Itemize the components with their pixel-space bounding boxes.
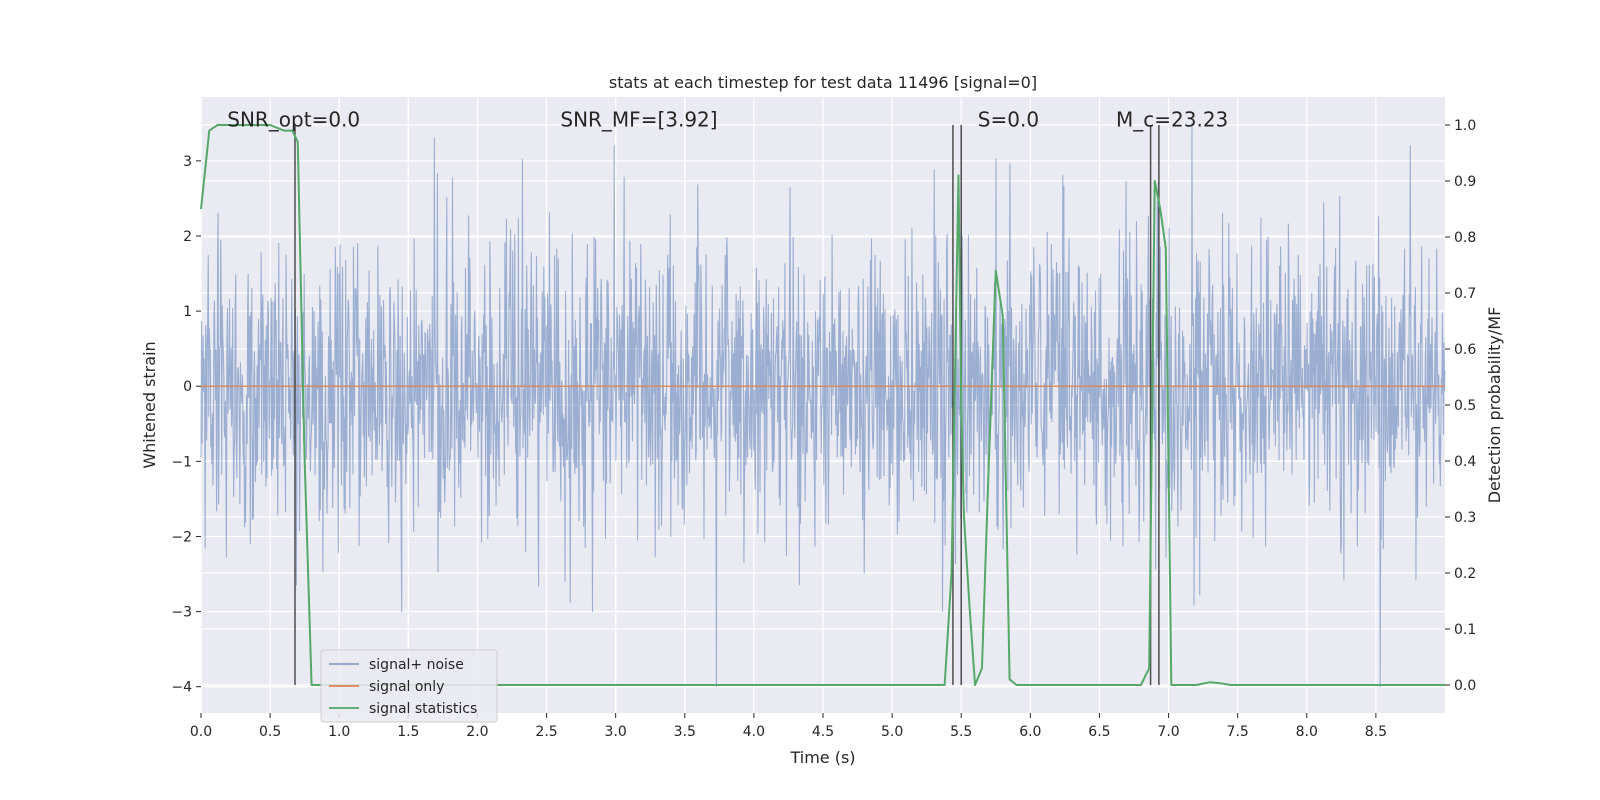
legend-label-1: signal only [369, 679, 444, 695]
annotation-2: S=0.0 [978, 108, 1039, 132]
y-tick-label-2: −2 [171, 529, 192, 545]
y2-tick-label-0: 0.0 [1454, 678, 1476, 694]
x-tick-label-2: 1.0 [328, 724, 350, 740]
y-tick-label-7: 3 [183, 154, 192, 170]
x-tick-label-11: 5.5 [950, 724, 972, 740]
x-tick-label-10: 5.0 [881, 724, 903, 740]
x-tick-label-14: 7.0 [1157, 724, 1179, 740]
x-tick-label-0: 0.0 [190, 724, 212, 740]
x-tick-label-16: 8.0 [1296, 724, 1318, 740]
x-tick-label-17: 8.5 [1365, 724, 1387, 740]
y2-tick-label-5: 0.5 [1454, 398, 1476, 414]
x-tick-label-13: 6.5 [1088, 724, 1110, 740]
y-tick-label-6: 2 [183, 229, 192, 245]
x-tick-label-8: 4.0 [743, 724, 765, 740]
series-signal-statistics-line [200, 124, 1445, 686]
series-signal-noise-line [200, 122, 1446, 688]
y-tick-label-3: −1 [171, 454, 192, 470]
legend-label-0: signal+ noise [369, 657, 464, 673]
x-axis-title: Time (s) [789, 748, 855, 767]
annotation-3: M_c=23.23 [1116, 108, 1228, 132]
x-tick-label-7: 3.5 [674, 724, 696, 740]
x-tick-label-15: 7.5 [1227, 724, 1249, 740]
y2-tick-label-4: 0.4 [1454, 454, 1476, 470]
y2-tick-label-7: 0.7 [1454, 286, 1476, 302]
y2-tick-label-1: 0.1 [1454, 622, 1476, 638]
legend-box [320, 649, 498, 723]
x-tick-label-6: 3.0 [605, 724, 627, 740]
y2-tick-label-10: 1.0 [1454, 118, 1476, 134]
y-tick-label-1: −3 [171, 605, 192, 621]
y2-tick-label-9: 0.9 [1454, 174, 1476, 190]
x-tick-label-9: 4.5 [812, 724, 834, 740]
y-tick-label-4: 0 [183, 379, 192, 395]
annotation-1: SNR_MF=[3.92] [560, 108, 717, 132]
x-tick-label-12: 6.0 [1019, 724, 1041, 740]
y2-tick-label-6: 0.6 [1454, 342, 1476, 358]
x-tick-label-5: 2.5 [535, 724, 557, 740]
legend-label-2: signal statistics [369, 701, 477, 717]
x-tick-label-4: 2.0 [466, 724, 488, 740]
y2-axis-title: Detection probability/MF [1485, 307, 1504, 504]
y2-tick-label-3: 0.3 [1454, 510, 1476, 526]
chart-title: stats at each timestep for test data 114… [609, 73, 1037, 92]
x-tick-label-3: 1.5 [397, 724, 419, 740]
x-tick-label-1: 0.5 [259, 724, 281, 740]
y2-tick-label-2: 0.2 [1454, 566, 1476, 582]
y-tick-label-5: 1 [183, 304, 192, 320]
y-tick-label-0: −4 [171, 680, 192, 696]
annotation-0: SNR_opt=0.0 [227, 108, 360, 132]
y-axis-title: Whitened strain [140, 341, 159, 468]
y2-tick-label-8: 0.8 [1454, 230, 1476, 246]
